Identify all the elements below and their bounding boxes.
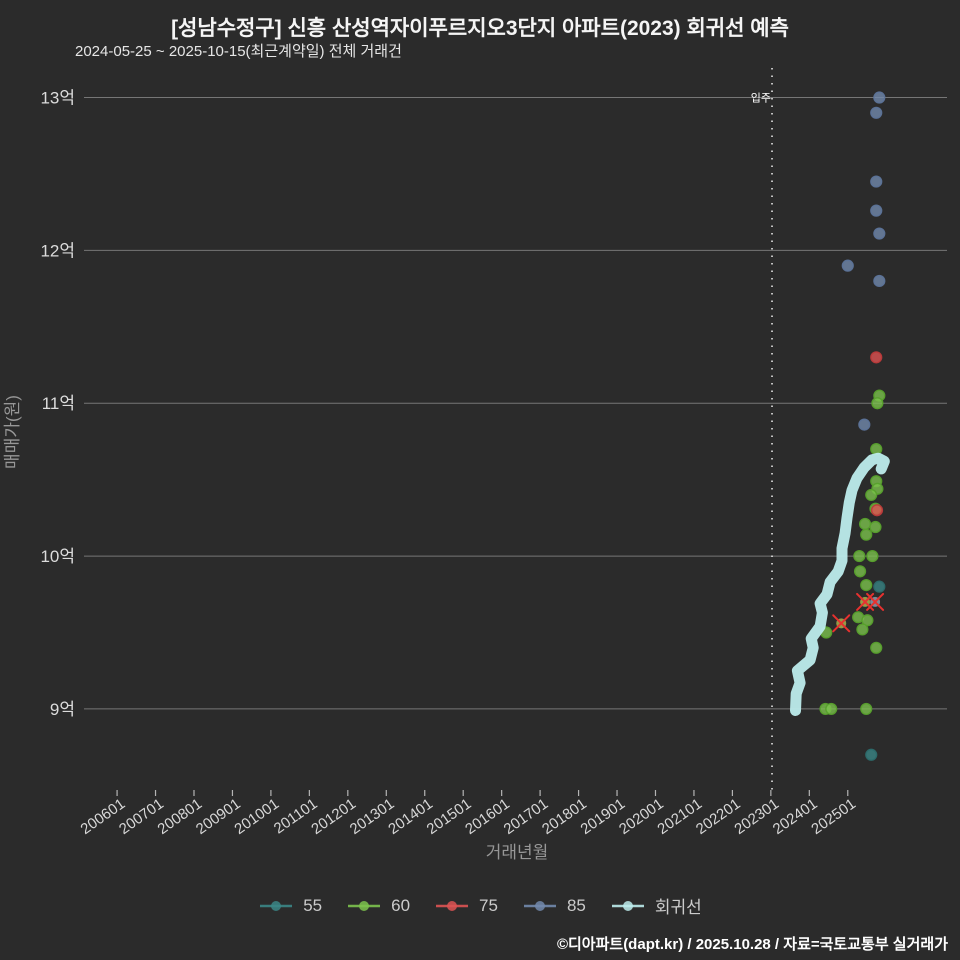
y-tick-label: 9억 — [50, 700, 75, 719]
x-tick-label: 202501 — [808, 795, 859, 838]
data-point-85 — [873, 274, 886, 288]
legend-marker-icon — [260, 900, 293, 911]
data-point-60 — [870, 442, 883, 456]
move-in-marker-label: 입주 — [751, 92, 771, 105]
data-point-85 — [841, 259, 854, 272]
data-point-60 — [861, 614, 874, 627]
y-tick-label: 10억 — [40, 547, 75, 566]
legend-marker-icon — [348, 900, 381, 911]
data-point-60 — [870, 641, 883, 654]
legend-item-55: 55 — [258, 896, 322, 916]
data-point-85 — [873, 227, 886, 240]
data-point-60 — [853, 549, 866, 563]
y-tick-label: 11억 — [42, 394, 75, 413]
data-point-60 — [856, 623, 869, 636]
y-axis-title: 매매가(원) — [3, 395, 22, 469]
data-point-60 — [865, 488, 878, 502]
legend-label: 회귀선 — [654, 898, 702, 917]
data-point-60 — [871, 397, 884, 410]
legend-item-회귀선: 회귀선 — [610, 893, 702, 918]
cancelled-mark — [866, 592, 885, 611]
data-point-85 — [873, 91, 886, 104]
data-point-75 — [870, 351, 883, 364]
data-point-75 — [870, 504, 884, 517]
data-point-85 — [870, 175, 883, 188]
x-axis-title: 거래년월 — [486, 843, 549, 862]
x-tick-label: 201001 — [231, 795, 282, 838]
chart-legend: 55 60 75 85 회귀선 — [0, 893, 960, 918]
legend-item-75: 75 — [434, 896, 498, 916]
legend-marker-icon — [523, 900, 556, 911]
chart-subtitle: 2024-05-25 ~ 2025-10-15(최근계약일) 전체 거래건 — [75, 43, 402, 60]
cancelled-mark — [832, 614, 851, 633]
y-tick-label: 13억 — [40, 89, 75, 108]
data-point-60 — [853, 565, 867, 578]
data-point-85 — [870, 204, 883, 217]
data-point-60 — [860, 579, 873, 592]
chart-title: [성남수정구] 신흥 산성역자이푸르지오3단지 아파트(2023) 회귀선 예측 — [171, 17, 789, 40]
data-point-60 — [869, 520, 882, 534]
legend-marker-icon — [436, 900, 469, 911]
data-point-60 — [860, 528, 873, 541]
attribution-text: ©디아파트(dapt.kr) / 2025.10.28 / 자료=국토교통부 실… — [556, 936, 948, 953]
legend-label: 75 — [479, 895, 498, 915]
plot-area: 입주 9억10억11억12억13억20060120070120080120090… — [3, 68, 947, 862]
legend-label: 85 — [566, 895, 586, 915]
legend-label: 55 — [303, 895, 323, 915]
legend-item-60: 60 — [346, 896, 410, 916]
data-point-55 — [865, 748, 878, 761]
y-tick-label: 12억 — [40, 241, 75, 260]
data-point-60 — [866, 549, 879, 563]
legend-item-85: 85 — [522, 896, 586, 916]
data-point-85 — [858, 418, 871, 431]
data-point-60 — [825, 702, 838, 716]
data-point-60 — [860, 702, 873, 716]
legend-label: 60 — [391, 895, 411, 915]
data-point-60 — [858, 517, 872, 531]
data-point-55 — [873, 580, 886, 593]
data-point-85 — [870, 106, 883, 119]
legend-marker-icon — [611, 900, 644, 911]
regression-line — [790, 452, 890, 716]
